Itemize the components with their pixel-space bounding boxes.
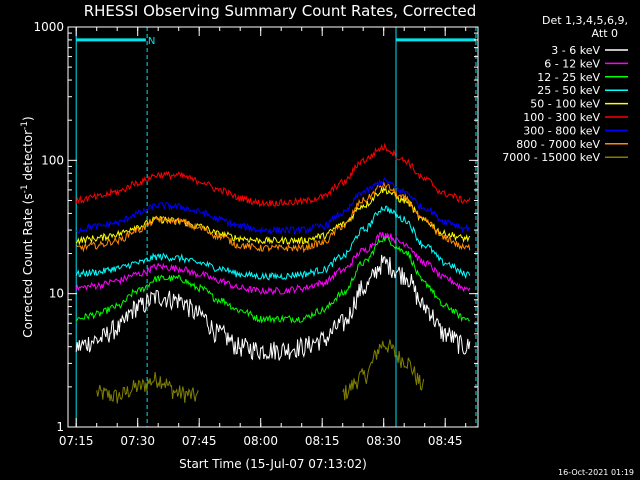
series-line: [75, 181, 471, 254]
legend-entry: 3 - 6 keV: [551, 44, 600, 57]
series-line: [76, 235, 470, 324]
ylabel-superscript: -1: [20, 121, 30, 130]
axes: 1 10 100 1000 07:15 07:30 07:45 08:00 08:15 08:30…: [33, 20, 479, 448]
series-line: [75, 142, 471, 208]
annotations: N: [75, 27, 477, 427]
legend-header: Det 1,3,4,5,6,9,: [542, 14, 628, 27]
series-layer: [75, 142, 471, 404]
x-tick-label: 07:45: [182, 434, 217, 448]
legend-entry: 6 - 12 keV: [544, 57, 600, 70]
y-tick-label: 10: [49, 287, 64, 301]
series-line: [75, 205, 471, 281]
interval-bar-label: N: [148, 36, 155, 47]
x-tick-label: 08:15: [305, 434, 340, 448]
legend-entry: 300 - 800 keV: [523, 124, 600, 137]
legend-entry: 50 - 100 keV: [530, 98, 600, 111]
y-tick-label: 1: [56, 420, 64, 434]
legend-entry: 100 - 300 keV: [523, 111, 600, 124]
series-line: [75, 186, 471, 246]
legend-entry: 25 - 50 keV: [537, 84, 600, 97]
series-line: [96, 339, 425, 404]
chart-title: RHESSI Observing Summary Count Rates, Co…: [84, 2, 477, 20]
timestamp: 16-Oct-2021 01:19: [558, 468, 634, 477]
x-tick-label: 08:00: [243, 434, 278, 448]
legend-entry: 7000 - 15000 keV: [502, 151, 600, 164]
series-line: [75, 232, 471, 296]
ylabel-unit: detector: [21, 130, 35, 185]
ylabel-superscript: -1: [20, 184, 30, 193]
legend-entry: 12 - 25 keV: [537, 71, 600, 84]
x-tick-label: 07:30: [120, 434, 155, 448]
series-line: [76, 176, 471, 236]
x-tick-label: 08:45: [428, 434, 463, 448]
ylabel-close: ): [21, 116, 35, 121]
y-tick-label: 1000: [33, 20, 64, 34]
plot-frame: [67, 26, 479, 428]
x-tick-label: 07:15: [59, 434, 94, 448]
x-axis-label: Start Time (15-Jul-07 07:13:02): [179, 457, 367, 471]
legend-entry: 800 - 7000 keV: [516, 138, 600, 151]
legend-header: Att 0: [592, 27, 618, 40]
series-line: [75, 254, 471, 361]
y-axis-label: Corrected Count Rate (s-1 detector-1): [20, 116, 35, 337]
y-tick-label: 100: [41, 153, 64, 167]
x-tick-label: 08:30: [366, 434, 401, 448]
